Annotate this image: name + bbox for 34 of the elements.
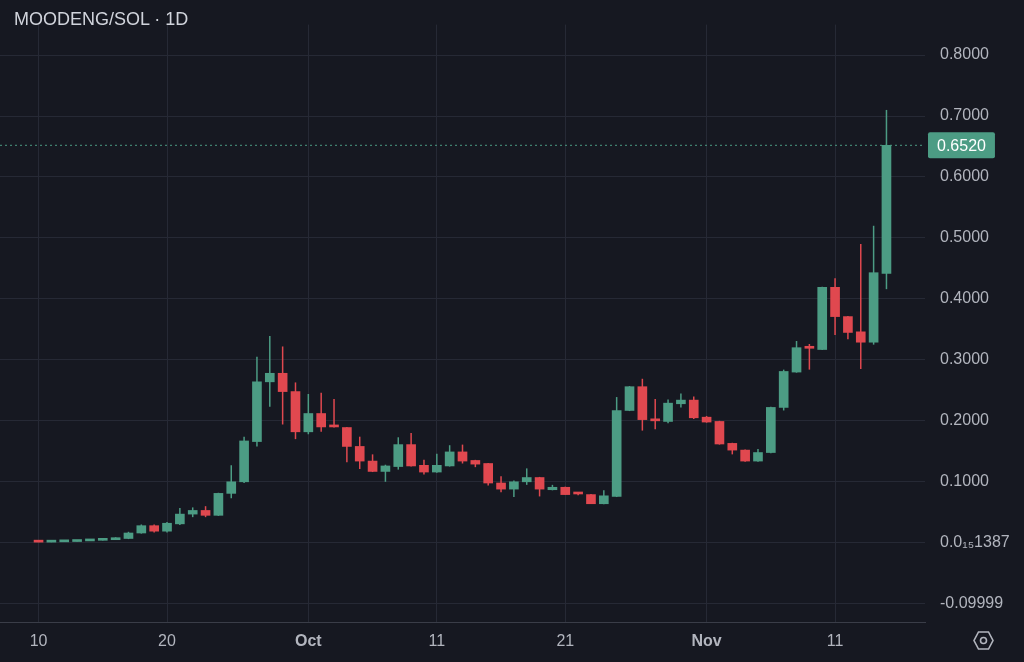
candlestick: [277, 345, 288, 426]
candlestick: [393, 436, 404, 471]
x-tick-label: 11: [826, 632, 844, 650]
x-tick-label: 11: [428, 632, 446, 650]
y-tick-label: 0.1000: [940, 472, 990, 490]
candlestick: [855, 243, 866, 370]
candlestick: [316, 392, 327, 433]
candlestick: [804, 343, 815, 371]
x-tick-label: Nov: [691, 632, 722, 650]
candlestick: [342, 426, 352, 464]
candlestick: [663, 398, 673, 425]
candlestick: [264, 335, 275, 408]
candlestick: [406, 432, 416, 468]
candlestick: [688, 395, 699, 420]
candlestick: [303, 393, 314, 435]
chart-title: MOODENG/SOL · 1D: [14, 9, 189, 30]
x-tick-label: 20: [158, 632, 177, 650]
x-tick-label: Oct: [295, 632, 323, 650]
y-tick-label: 0.2000: [940, 411, 990, 429]
ref-line-label: 0.6520: [937, 136, 987, 154]
candlestick: [226, 464, 237, 499]
y-tick-label: 0.3000: [940, 350, 990, 368]
candlestick: [354, 435, 365, 470]
y-tick-label: 0.7000: [940, 106, 990, 124]
x-tick-label: 10: [29, 632, 48, 650]
y-tick-label: 0.5000: [940, 228, 990, 246]
y-tick-label: -0.09999: [940, 594, 1004, 612]
candlestick: [676, 392, 686, 409]
candlestick: [431, 453, 442, 474]
y-tick-label: 0.4000: [940, 289, 990, 307]
y-tick-label: 0.8000: [940, 45, 990, 63]
y-tick-label: 0.6000: [940, 167, 990, 185]
y-tick-label: 0.0₁₅1387: [940, 533, 1010, 551]
x-tick-label: 21: [556, 632, 575, 650]
